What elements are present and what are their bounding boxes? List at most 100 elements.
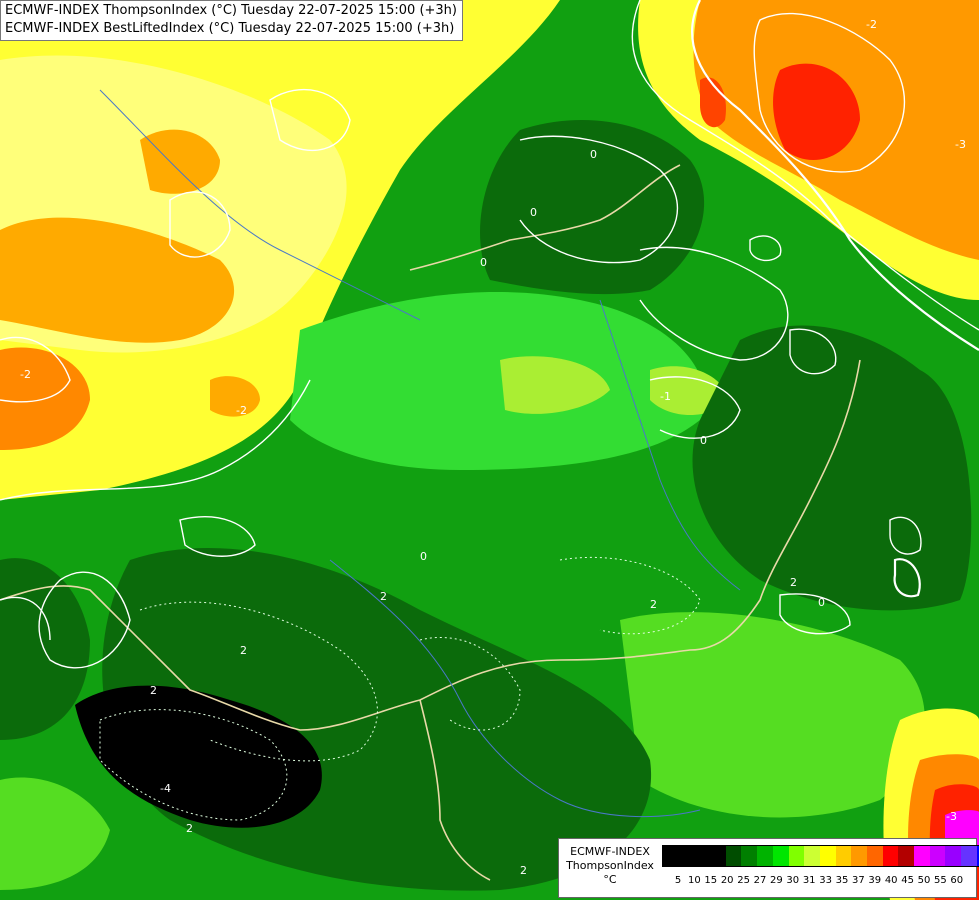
contour-4	[169, 191, 231, 258]
legend-tick-label: 50	[917, 875, 931, 886]
field-black-sw	[75, 685, 322, 828]
legend-tick-label: 10	[688, 875, 701, 886]
legend-swatch	[772, 846, 789, 866]
contour-label: 0	[530, 206, 537, 219]
legend-tick-label: 40	[884, 875, 898, 886]
field-darkgreen-w	[0, 558, 90, 740]
contour-7	[639, 246, 789, 361]
legend-swatch	[694, 846, 711, 866]
legend-ticks: 5 10 15 20 25 27 29 30 31 33 35 37 39 40 45 50 55 60	[662, 875, 977, 889]
legend-parameter: ThompsonIndex	[566, 859, 654, 872]
legend-tick-label: 37	[852, 875, 865, 886]
field-orange-nw1	[0, 217, 235, 343]
legend-tick-label: 39	[868, 875, 882, 886]
legend-tick-label: 33	[819, 875, 832, 886]
legend-swatch	[882, 846, 899, 866]
field-lightgreen-east	[620, 612, 925, 818]
contour-17	[0, 379, 311, 501]
contour-label: 2	[150, 684, 157, 697]
field-orange-nw4	[210, 376, 260, 417]
contour-3	[753, 12, 906, 173]
contour-label: 0	[590, 148, 597, 161]
contour-2	[691, 0, 979, 351]
contour-label: -4	[160, 782, 171, 795]
title-line-bestlifted: ECMWF-INDEX BestLiftedIndex (°C) Tuesday…	[5, 21, 455, 36]
contour-18	[269, 88, 351, 152]
contour-label: 0	[818, 596, 825, 609]
legend-swatch	[976, 846, 979, 866]
legend-swatch	[866, 846, 883, 866]
contour-label: -2	[20, 368, 31, 381]
contour-label: 2	[240, 644, 247, 657]
legend-tick-label: 55	[934, 875, 947, 886]
contour-13	[779, 593, 851, 635]
legend-swatch	[835, 846, 852, 866]
legend-swatch	[678, 846, 695, 866]
legend-tick-label: 45	[901, 875, 914, 886]
contour-11	[889, 516, 922, 555]
legend-swatch	[961, 846, 977, 866]
contour-10	[749, 235, 782, 262]
contour-label-group: -2 0 -3 -2 0 -2 0 0 -1 0 2 2 2 2 0 -4 2 …	[20, 18, 966, 877]
contour-label: 0	[700, 434, 707, 447]
contour-9	[789, 328, 837, 375]
contour-12	[893, 558, 921, 598]
border-line-3	[419, 699, 491, 881]
legend-title: ECMWF-INDEX ThompsonIndex °C	[561, 845, 659, 887]
field-darkgreen-n	[480, 120, 705, 295]
contour-8	[649, 376, 741, 439]
legend-tick-label: 5	[674, 875, 682, 886]
contour-6	[519, 135, 679, 264]
contour-label: -2	[236, 404, 247, 417]
river-1	[329, 559, 701, 818]
contour-label: 2	[520, 864, 527, 877]
legend-unit: °C	[603, 873, 617, 886]
contour-label: 2	[790, 576, 797, 589]
contour-14	[38, 571, 131, 669]
river-3	[99, 89, 421, 321]
legend-tick-label: 31	[802, 875, 816, 886]
legend-swatch	[851, 846, 867, 866]
legend-swatch	[929, 846, 946, 866]
legend-tick-label: 60	[950, 875, 964, 886]
legend-swatch	[710, 846, 726, 866]
legend-swatch	[788, 846, 805, 866]
title-line-thompson: ECMWF-INDEX ThompsonIndex (°C) Tuesday 2…	[5, 3, 457, 18]
contour-label: -1	[660, 390, 671, 403]
legend-swatch	[741, 846, 758, 866]
contour-label: 0	[420, 550, 427, 563]
dotted-contour-4	[419, 636, 521, 731]
field-darkgreen-e	[692, 325, 972, 611]
border-line-2	[0, 359, 861, 731]
contour-16	[179, 516, 256, 557]
border-line-1	[409, 164, 681, 271]
field-red-ne	[773, 63, 860, 161]
map-title-box: ECMWF-INDEX ThompsonIndex (°C) Tuesday 2…	[0, 0, 463, 41]
river-2	[599, 299, 741, 591]
contour-label: -3	[946, 810, 957, 823]
contour-15	[0, 596, 51, 641]
legend-tick-label: 29	[770, 875, 783, 886]
legend-tick-label: 15	[704, 875, 718, 886]
legend-swatch	[914, 846, 930, 866]
contour-group	[0, 0, 979, 669]
legend-swatch	[819, 846, 836, 866]
legend: ECMWF-INDEX ThompsonIndex °C 5 10 15 20 25 27…	[558, 838, 979, 898]
legend-swatch	[898, 846, 914, 866]
contour-1	[631, 0, 979, 331]
field-red-ne2	[700, 77, 726, 128]
contour-label: 2	[186, 822, 193, 835]
field-paleyellow-center	[500, 356, 610, 414]
legend-swatch	[757, 846, 773, 866]
legend-swatch	[945, 846, 962, 866]
contour-label: 0	[480, 256, 487, 269]
legend-color-bar	[662, 845, 979, 867]
legend-tick-label: 25	[737, 875, 750, 886]
legend-swatch	[804, 846, 820, 866]
legend-swatch	[725, 846, 742, 866]
legend-tick-label: 30	[786, 875, 800, 886]
contour-5	[0, 336, 71, 403]
contour-label: 2	[380, 590, 387, 603]
dotted-contour-group	[99, 556, 701, 821]
